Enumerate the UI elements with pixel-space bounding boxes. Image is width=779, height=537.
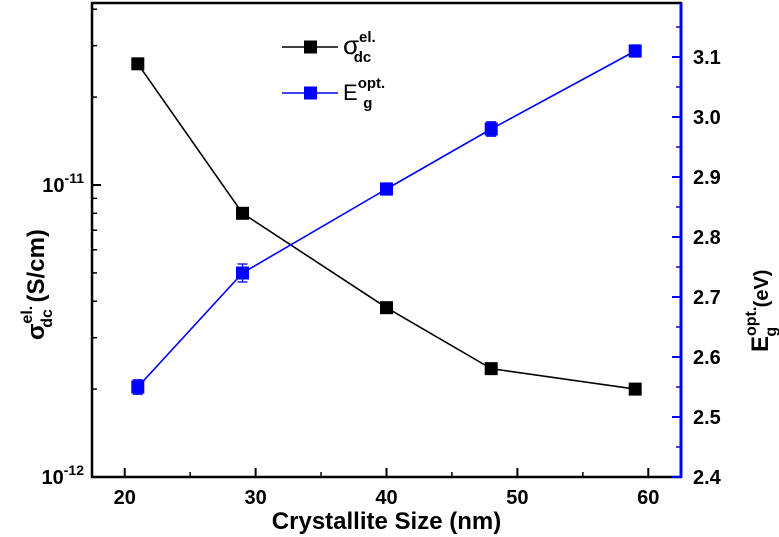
data-point: [628, 44, 642, 58]
data-point: [484, 122, 498, 136]
data-point: [484, 362, 498, 376]
axis-titles: Crystallite Size (nm) σel. dc (S/cm) Eopt. g…: [19, 229, 779, 535]
x-tick-label: 50: [506, 487, 528, 509]
y-right-tick-label: 2.6: [693, 347, 721, 369]
legend: σel. dc Eopt. g: [282, 29, 385, 112]
series-line: [137, 63, 636, 390]
data-point: [236, 266, 250, 280]
y-left-tick-label: 10-12: [42, 462, 85, 489]
series-line: [137, 50, 636, 388]
legend-label: σel. dc: [343, 29, 376, 66]
data-point: [380, 182, 393, 196]
y-left-axis-title: σel. dc (S/cm): [19, 229, 56, 340]
y-right-tick-label: 2.7: [693, 287, 721, 309]
y-left-tick-label: 10-11: [42, 170, 84, 197]
x-tick-label: 60: [637, 487, 659, 509]
y-right-tick-label: 2.9: [693, 167, 721, 189]
x-tick-label: 40: [375, 487, 397, 509]
x-tick-label: 30: [244, 487, 266, 509]
data-point: [236, 206, 250, 220]
data-point: [380, 301, 393, 315]
series-group: [131, 44, 642, 396]
y-right-tick-label: 3.1: [693, 47, 721, 69]
y-right-tick-label: 3.0: [693, 107, 721, 129]
x-tick-label: 20: [114, 487, 136, 509]
y-right-tick-label: 2.4: [693, 467, 722, 489]
y-right-tick-label: 2.8: [693, 227, 721, 249]
data-point: [131, 380, 145, 394]
ticks: 20 30 40 50 60 10-12 10-11 2.4 2.5 2.6 2.7 2.8 2.9 3.…: [42, 3, 722, 509]
legend-marker: [304, 40, 317, 54]
y-right-axis-title: Eopt. g (eV): [743, 270, 779, 352]
legend-marker: [304, 86, 317, 100]
data-point: [131, 57, 145, 71]
data-point: [628, 382, 642, 396]
x-axis-title: Crystallite Size (nm): [272, 508, 501, 535]
legend-label: Eopt. g: [343, 75, 385, 112]
y-right-tick-label: 2.5: [693, 407, 721, 429]
